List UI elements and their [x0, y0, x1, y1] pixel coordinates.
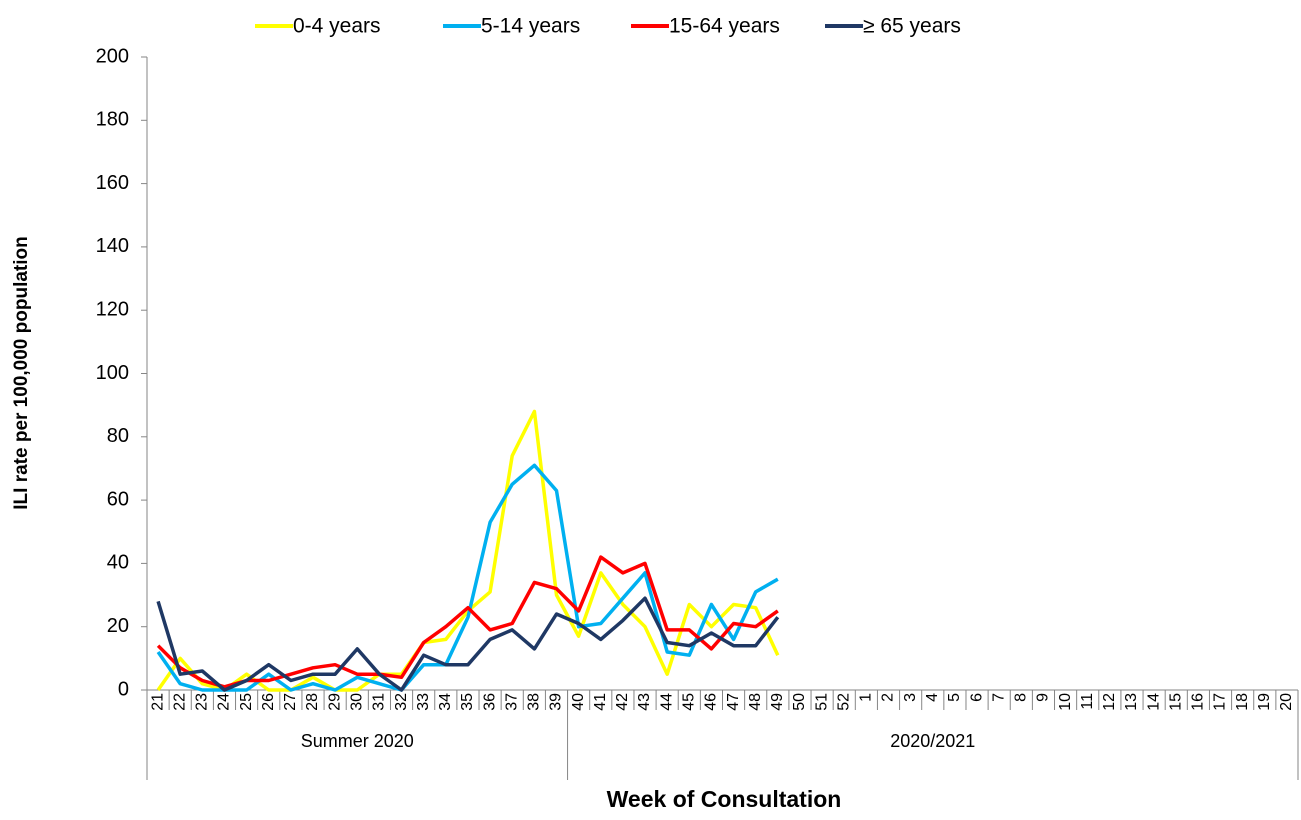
x-tick-label: 41	[592, 693, 609, 711]
x-tick-label: 32	[393, 693, 410, 711]
x-tick-label: 17	[1212, 693, 1229, 711]
series-line	[156, 409, 780, 692]
x-tick-label: 30	[348, 693, 365, 711]
series-line	[156, 463, 779, 692]
x-tick-label: 2	[880, 693, 897, 702]
x-tick-label: 42	[614, 693, 631, 711]
x-tick-label: 45	[681, 693, 698, 711]
x-tick-label: 51	[813, 693, 830, 711]
x-tick-label: 33	[415, 693, 432, 711]
x-tick-label: 9	[1035, 693, 1052, 702]
x-tick-label: 35	[459, 693, 476, 711]
x-tick-label: 44	[658, 693, 675, 711]
x-tick-label: 40	[570, 693, 587, 711]
x-tick-label: 10	[1057, 693, 1074, 711]
x-tick-label: 24	[216, 693, 233, 711]
x-tick-label: 19	[1256, 693, 1273, 711]
y-tick-label: 160	[96, 172, 129, 194]
x-tick-label: 26	[260, 693, 277, 711]
x-tick-label: 48	[747, 693, 764, 711]
x-tick-label: 47	[725, 693, 742, 711]
x-tick-label: 27	[282, 693, 299, 711]
y-tick-label: 20	[107, 615, 129, 637]
x-tick-label: 46	[703, 693, 720, 711]
x-tick-label: 15	[1167, 693, 1184, 711]
legend-label: 0-4 years	[293, 15, 381, 38]
legend-label: 5-14 years	[481, 15, 580, 38]
y-tick-label: 180	[96, 109, 129, 131]
x-tick-label: 14	[1145, 693, 1162, 711]
x-tick-label: 22	[171, 693, 188, 711]
x-tick-label: 25	[238, 693, 255, 711]
x-tick-label: 38	[526, 693, 543, 711]
legend-label: ≥ 65 years	[863, 15, 961, 38]
y-tick-label: 80	[107, 425, 129, 447]
x-tick-label: 49	[769, 693, 786, 711]
y-axis-title: ILI rate per 100,000 population	[11, 236, 32, 509]
x-tick-label: 11	[1079, 693, 1096, 710]
x-tick-label: 16	[1190, 693, 1207, 711]
x-tick-label: 50	[791, 693, 808, 711]
x-tick-label: 23	[194, 693, 211, 711]
x-axis-title: Week of Consultation	[607, 786, 842, 812]
x-tick-label: 7	[990, 693, 1007, 702]
y-tick-label: 200	[96, 45, 129, 67]
legend-label: 15-64 years	[669, 15, 780, 38]
x-tick-label: 34	[437, 693, 454, 711]
x-tick-label: 29	[326, 693, 343, 711]
x-tick-label: 31	[371, 693, 388, 711]
y-tick-label: 60	[107, 488, 129, 510]
y-tick-label: 140	[96, 235, 129, 257]
x-tick-label: 52	[835, 693, 852, 711]
x-tick-label: 39	[548, 693, 565, 711]
x-tick-label: 8	[1013, 693, 1030, 702]
x-tick-label: 13	[1123, 693, 1140, 711]
x-tick-label: 1	[858, 693, 875, 702]
y-tick-label: 100	[96, 362, 129, 384]
x-tick-label: 20	[1278, 693, 1295, 711]
x-tick-label: 12	[1101, 693, 1118, 711]
x-tick-label: 43	[636, 693, 653, 711]
x-tick-label: 36	[481, 693, 498, 711]
x-tick-label: 37	[503, 693, 520, 711]
x-tick-label: 6	[968, 693, 985, 702]
x-tick-label: 18	[1234, 693, 1251, 711]
x-tick-label: 21	[149, 693, 166, 711]
group-label: Summer 2020	[301, 731, 414, 751]
x-tick-label: 4	[924, 693, 941, 702]
y-tick-label: 120	[96, 298, 129, 320]
series-line	[156, 596, 780, 692]
series-line	[156, 555, 779, 689]
group-label: 2020/2021	[890, 731, 975, 751]
x-tick-label: 28	[304, 693, 321, 711]
y-tick-label: 40	[107, 552, 129, 574]
x-tick-label: 5	[946, 693, 963, 702]
x-tick-label: 3	[902, 693, 919, 702]
y-tick-label: 0	[118, 678, 129, 700]
